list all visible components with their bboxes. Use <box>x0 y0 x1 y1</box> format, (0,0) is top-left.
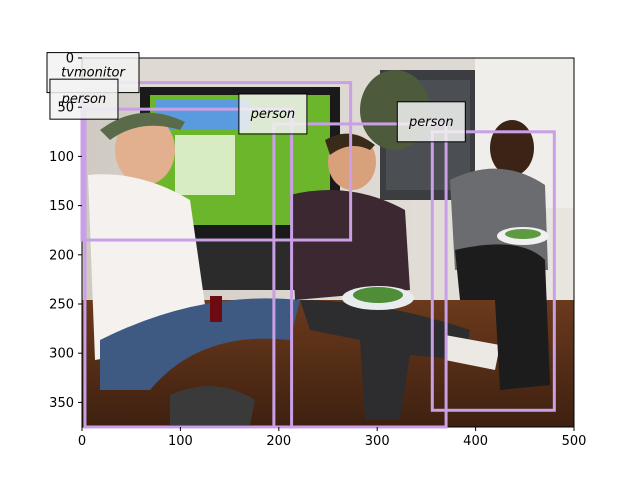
x-tick-label: 0 <box>78 434 86 449</box>
detection-box-person <box>272 122 448 429</box>
y-tick-label: 350 <box>49 396 74 411</box>
detection-label-text: person <box>250 107 296 122</box>
y-axis: 0 50 100 150 200 250 300 350 <box>49 52 82 411</box>
detection-label-bg <box>49 78 119 120</box>
x-tick-label: 100 <box>168 434 193 449</box>
detection-label-bg <box>238 93 308 135</box>
x-tick-label: 500 <box>562 434 587 449</box>
detection-label-text: person <box>408 115 454 130</box>
y-tick-label: 250 <box>49 298 74 313</box>
detection-label-text: person <box>61 92 107 107</box>
detection-box-person <box>83 107 294 429</box>
detection-label-person: person <box>238 93 308 135</box>
y-tick-label: 200 <box>49 248 74 263</box>
x-tick-label: 400 <box>463 434 488 449</box>
photo <box>82 58 574 427</box>
detection-box-tvmonitor <box>80 81 353 242</box>
y-tick-label: 100 <box>49 150 74 165</box>
detections: tvmonitor person person person <box>46 52 556 429</box>
detection-label-person: person <box>396 101 466 143</box>
detection-label-bg <box>396 101 466 143</box>
y-tick-label: 50 <box>57 101 74 116</box>
person-right <box>450 120 550 390</box>
x-axis: 0 100 200 300 400 500 <box>78 427 587 449</box>
detection-label-text: tvmonitor <box>61 66 126 81</box>
person-left <box>88 112 300 425</box>
detection-label-person: person <box>49 78 119 120</box>
detection-box-person <box>430 130 556 412</box>
x-tick-label: 300 <box>365 434 390 449</box>
y-tick-label: 150 <box>49 199 74 214</box>
y-tick-label: 300 <box>49 347 74 362</box>
y-tick-label: 0 <box>66 52 74 67</box>
x-tick-label: 200 <box>266 434 291 449</box>
